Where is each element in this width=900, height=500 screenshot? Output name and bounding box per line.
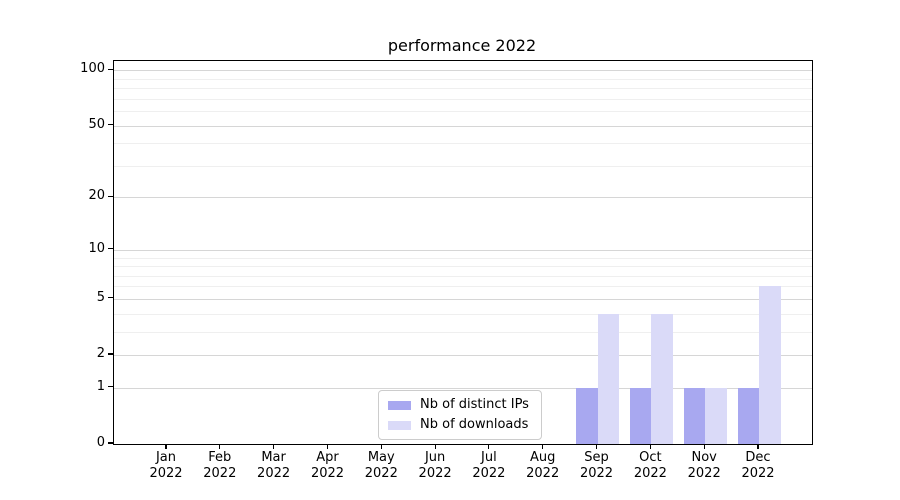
x-tick-mark	[488, 444, 490, 449]
legend-item-distinct-ips: Nb of distinct IPs	[388, 397, 529, 413]
x-tick-label: Jul 2022	[472, 450, 506, 481]
x-tick-mark	[542, 444, 544, 449]
major-gridline	[114, 70, 812, 72]
x-tick-label: Dec 2022	[741, 450, 775, 481]
legend-item-downloads: Nb of downloads	[388, 417, 529, 433]
bar-nb-of-downloads-sep	[597, 313, 619, 444]
legend-label-distinct-ips: Nb of distinct IPs	[420, 397, 529, 412]
legend-label-downloads: Nb of downloads	[420, 417, 529, 432]
chart-title: performance 2022	[387, 36, 537, 55]
minor-gridline	[114, 331, 812, 333]
y-tick-mark	[108, 353, 113, 355]
minor-gridline	[114, 111, 812, 112]
minor-gridline	[114, 143, 812, 145]
y-tick-mark	[108, 68, 113, 70]
minor-gridline	[114, 313, 812, 315]
y-tick-label: 100	[80, 61, 105, 77]
plot-area: Nb of distinct IPs Nb of downloads	[113, 60, 813, 445]
y-tick-mark	[108, 123, 113, 126]
minor-gridline	[114, 165, 812, 167]
x-tick-mark	[595, 444, 598, 449]
y-tick-mark	[108, 195, 113, 197]
bar-nb-of-distinct-ips-oct	[629, 387, 652, 444]
bar-nb-of-distinct-ips-sep	[576, 387, 598, 444]
x-tick-label: Apr 2022	[310, 450, 345, 481]
x-tick-mark	[273, 444, 275, 449]
y-tick-mark	[108, 386, 113, 388]
x-tick-label: Jan 2022	[149, 450, 183, 481]
minor-gridline	[114, 266, 812, 267]
y-tick-label: 1	[96, 378, 105, 394]
major-gridline	[114, 125, 812, 127]
y-tick-mark	[108, 442, 113, 444]
y-tick-label: 20	[88, 188, 105, 204]
major-gridline	[114, 298, 812, 300]
minor-gridline	[114, 286, 812, 288]
x-tick-mark	[219, 444, 221, 449]
x-tick-label: May 2022	[364, 450, 398, 481]
x-tick-label: Aug 2022	[526, 450, 560, 481]
x-tick-mark	[757, 444, 759, 449]
bar-nb-of-distinct-ips-nov	[683, 387, 706, 444]
y-tick-label: 2	[96, 346, 105, 361]
minor-gridline	[114, 257, 812, 259]
legend: Nb of distinct IPs Nb of downloads	[378, 390, 542, 440]
minor-gridline	[114, 275, 812, 277]
x-tick-label: Jun 2022	[418, 450, 452, 481]
bar-nb-of-downloads-dec	[759, 286, 781, 444]
y-tick-label: 10	[88, 240, 105, 256]
x-tick-mark	[703, 444, 705, 449]
x-tick-mark	[380, 444, 382, 449]
x-tick-mark	[434, 444, 436, 449]
y-tick-mark	[108, 297, 113, 299]
major-gridline	[114, 355, 812, 356]
x-tick-label: Oct 2022	[633, 450, 667, 481]
legend-swatch-downloads-icon	[388, 420, 411, 430]
y-tick-label: 50	[88, 116, 105, 132]
bar-nb-of-downloads-oct	[651, 313, 673, 444]
x-tick-mark	[326, 444, 329, 449]
major-gridline	[114, 249, 812, 251]
y-tick-label: 0	[96, 435, 105, 450]
legend-swatch-distinct-ips-icon	[388, 400, 411, 410]
y-tick-mark	[108, 248, 113, 250]
minor-gridline	[114, 98, 812, 100]
major-gridline	[114, 387, 812, 389]
x-tick-mark	[165, 444, 167, 449]
x-tick-label: Feb 2022	[203, 450, 237, 481]
bar-nb-of-distinct-ips-dec	[737, 387, 759, 444]
minor-gridline	[114, 78, 812, 80]
bar-nb-of-downloads-nov	[705, 387, 727, 444]
x-tick-label: Sep 2022	[579, 450, 614, 481]
major-gridline	[114, 197, 812, 199]
x-tick-label: Nov 2022	[687, 450, 721, 481]
x-tick-label: Mar 2022	[257, 450, 291, 481]
x-tick-mark	[649, 444, 651, 449]
minor-gridline	[114, 88, 812, 90]
y-tick-label: 5	[96, 289, 105, 305]
